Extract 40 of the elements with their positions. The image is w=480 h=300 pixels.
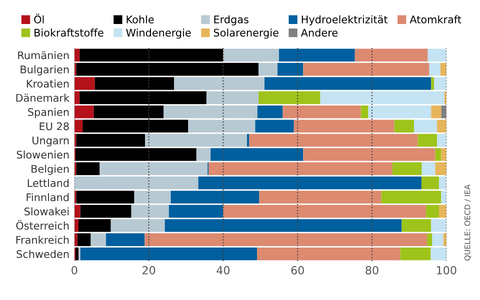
legend-label: Biokraftstoffe xyxy=(34,28,104,37)
y-tick-label: Slowakei xyxy=(24,207,69,216)
bar xyxy=(431,77,434,90)
y-tick-label: Österreich xyxy=(16,220,69,230)
legend-label: Öl xyxy=(34,14,44,24)
y-tick-label: Belgien xyxy=(32,164,69,175)
y-tick-label: Kroatien xyxy=(26,80,69,88)
bar xyxy=(90,233,106,246)
bar xyxy=(437,134,446,147)
bar xyxy=(258,91,320,104)
y-tick-label: Bulgarien xyxy=(20,65,69,76)
legend-label: Atomkraft xyxy=(410,15,462,24)
y-tick-label: Spanien xyxy=(28,108,69,118)
y-tick-label: Finnland xyxy=(26,193,69,202)
y-tick-label: Slowenien xyxy=(16,150,69,159)
x-tick-label: 80 xyxy=(366,266,378,274)
legend-label: Windenergie xyxy=(126,28,191,39)
x-tick-label: 0 xyxy=(72,266,78,274)
y-tick-label: Rumänien xyxy=(18,51,69,60)
x-tick-label: 40 xyxy=(216,266,230,274)
y-tick-label: EU 28 xyxy=(40,122,69,130)
legend-label: Kohle xyxy=(126,15,154,24)
y-tick-label: Frankreich xyxy=(16,236,69,244)
bar xyxy=(438,204,446,218)
legend-label: Erdgas xyxy=(214,15,248,26)
legend-label: Solarenergie xyxy=(214,28,278,39)
bar xyxy=(360,106,368,118)
x-tick-label: 20 xyxy=(142,266,156,274)
legend-label: Hydroelektrizität xyxy=(302,15,388,26)
bar xyxy=(422,162,436,176)
bar xyxy=(440,62,446,76)
x-tick-label: 60 xyxy=(291,266,304,274)
y-tick-label: Dänemark xyxy=(16,94,70,102)
legend-label: Andere xyxy=(300,28,338,37)
bar xyxy=(441,106,446,118)
y-tick-label: Schweden xyxy=(16,250,69,258)
x-tick-label: 100 xyxy=(437,266,456,274)
y-tick-label: Ungarn xyxy=(32,136,69,146)
bar xyxy=(394,120,414,132)
y-tick-label: Lettland xyxy=(28,178,69,188)
